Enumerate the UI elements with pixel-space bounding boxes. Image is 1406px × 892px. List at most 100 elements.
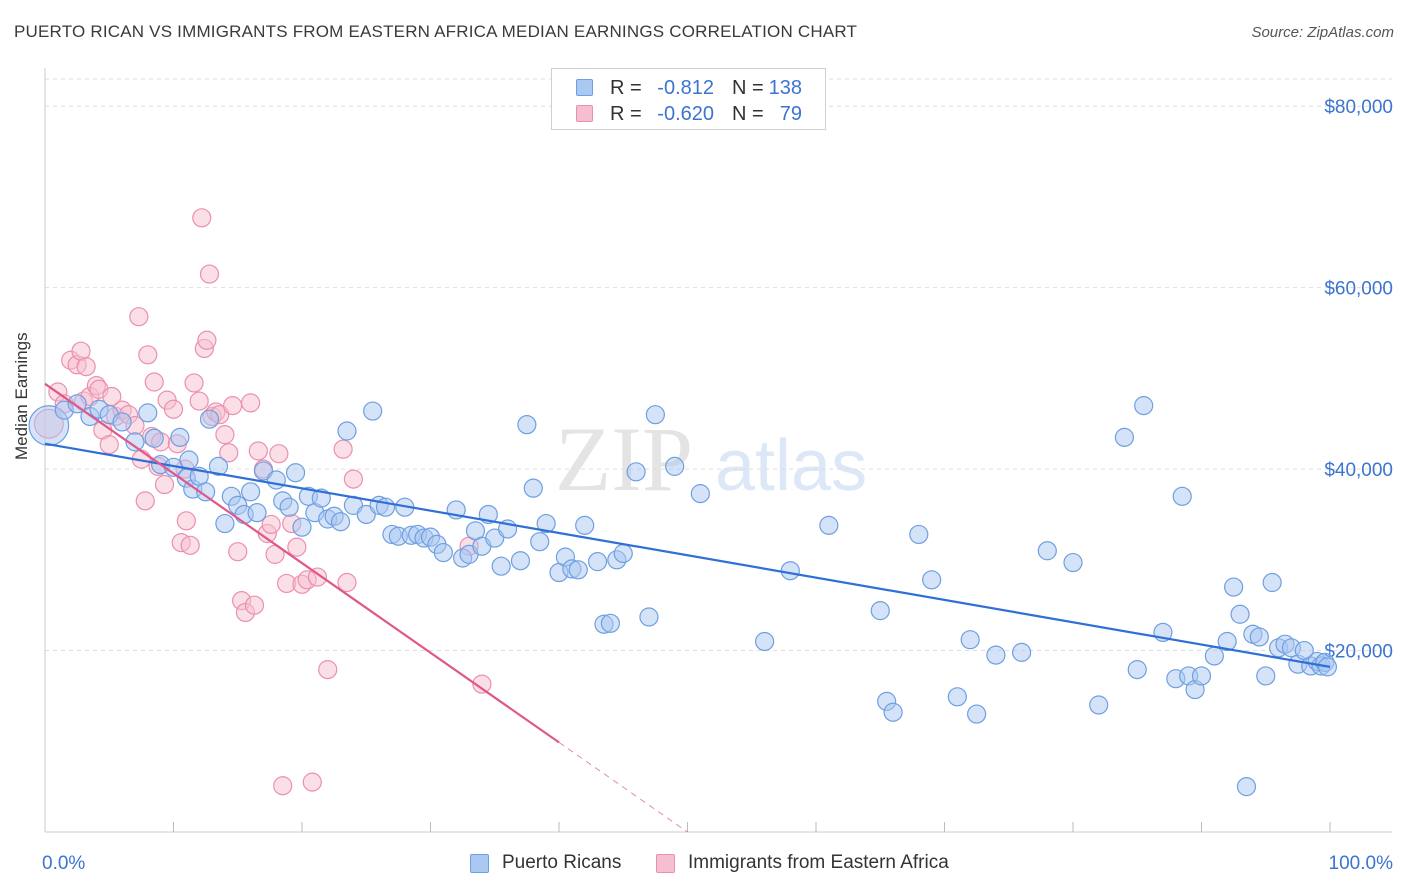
puerto-rican-point <box>285 463 306 483</box>
puerto-rican-point <box>626 462 646 482</box>
r-label: R = <box>610 103 642 125</box>
puerto-rican-point <box>510 551 531 571</box>
puerto-rican-point <box>530 532 550 552</box>
puerto-rican-point <box>247 503 267 523</box>
trend-lines <box>44 382 1331 833</box>
puerto-rican-point <box>1063 552 1083 573</box>
stats-row-puerto-ricans: R = -0.812 N = 138 <box>552 75 825 101</box>
r-value: -0.812 <box>657 77 714 99</box>
puerto-rican-point <box>1249 627 1269 647</box>
y-axis-label: Median Earnings <box>12 332 31 460</box>
eastern-africa-point <box>138 345 158 365</box>
puerto-rican-point <box>1089 695 1109 715</box>
stats-row-eastern-africa: R = -0.620 N = 79 <box>552 101 825 127</box>
puerto-rican-point <box>960 630 980 650</box>
puerto-rican-point <box>536 513 556 534</box>
puerto-rican-point <box>1256 666 1276 686</box>
puerto-rican-point <box>363 401 383 421</box>
eastern-africa-point <box>135 491 155 511</box>
eastern-africa-point <box>180 535 200 555</box>
puerto-rican-point <box>1262 572 1282 593</box>
eastern-africa-point <box>302 772 322 792</box>
puerto-rican-point <box>1011 642 1032 662</box>
puerto-rican-point <box>967 704 987 724</box>
puerto-rican-point <box>870 601 890 621</box>
n-label: N = <box>732 103 764 125</box>
eastern-africa-point <box>176 511 196 531</box>
puerto-rican-point <box>266 470 286 490</box>
trend-line-extension <box>558 741 688 833</box>
watermark: ZIP atlas <box>555 408 867 510</box>
eastern-africa-point <box>76 356 96 377</box>
puerto-rican-point <box>1217 631 1237 652</box>
eastern-africa-point <box>333 439 353 459</box>
watermark-atlas: atlas <box>715 426 867 506</box>
y-tick-label: $60,000 <box>1324 279 1393 300</box>
puerto-rican-point <box>665 456 685 476</box>
puerto-rican-point <box>1037 541 1057 561</box>
puerto-rican-point <box>311 488 331 508</box>
puerto-rican-point <box>883 702 903 722</box>
eastern-africa-point <box>129 307 149 327</box>
puerto-rican-point <box>639 607 659 627</box>
chart-title: PUERTO RICAN VS IMMIGRANTS FROM EASTERN … <box>14 22 858 41</box>
eastern-africa-point <box>192 208 212 228</box>
puerto-rican-point <box>1230 604 1250 624</box>
eastern-africa-point <box>163 399 184 419</box>
x-tick-label-max: 100.0% <box>1329 853 1394 874</box>
puerto-rican-point <box>523 478 543 498</box>
puerto-rican-point <box>517 415 537 435</box>
puerto-rican-point <box>1114 427 1135 447</box>
puerto-rican-point <box>986 645 1006 665</box>
eastern-africa-point <box>197 330 217 350</box>
puerto-rican-point <box>613 543 633 564</box>
y-tick-label: $80,000 <box>1324 97 1393 118</box>
series-immigrants-eastern-africa <box>33 208 492 796</box>
puerto-rican-point <box>587 552 608 572</box>
puerto-rican-point <box>568 560 588 580</box>
puerto-rican-point <box>819 515 839 535</box>
puerto-rican-point <box>199 409 220 429</box>
puerto-rican-point <box>1127 660 1147 680</box>
puerto-rican-point <box>909 524 929 545</box>
puerto-rican-point <box>208 456 229 476</box>
puerto-rican-point <box>112 412 132 432</box>
puerto-rican-point <box>138 403 158 423</box>
eastern-africa-point <box>472 674 492 694</box>
legend-swatch-pink <box>656 854 675 873</box>
puerto-rican-point <box>690 484 710 504</box>
eastern-africa-point <box>273 776 293 796</box>
puerto-rican-point <box>491 556 511 576</box>
puerto-rican-point <box>125 432 145 452</box>
puerto-rican-point <box>1134 396 1154 416</box>
puerto-rican-point <box>575 515 595 535</box>
n-value: 79 <box>779 103 802 125</box>
puerto-rican-point <box>645 405 665 425</box>
eastern-africa-point <box>307 567 328 587</box>
puerto-rican-point <box>1172 486 1192 506</box>
y-tick-label: $40,000 <box>1324 460 1393 481</box>
puerto-rican-point <box>922 570 942 590</box>
puerto-rican-point <box>292 517 312 537</box>
eastern-africa-point <box>184 373 204 393</box>
eastern-africa-point <box>223 396 243 416</box>
eastern-africa-point <box>248 441 268 461</box>
eastern-africa-point <box>337 572 357 593</box>
eastern-africa-point <box>99 435 119 455</box>
gridlines <box>45 78 1392 652</box>
puerto-rican-point <box>600 613 621 633</box>
eastern-africa-point <box>144 372 164 392</box>
legend-swatch-blue <box>576 79 593 96</box>
puerto-rican-point <box>170 427 190 447</box>
y-tick-label: $20,000 <box>1324 642 1393 663</box>
eastern-africa-point <box>318 660 338 680</box>
legend-label: Immigrants from Eastern Africa <box>688 852 949 873</box>
puerto-rican-point <box>179 450 199 470</box>
eastern-africa-point <box>189 391 209 411</box>
source-label: Source: ZipAtlas.com <box>1251 24 1394 41</box>
n-value: 138 <box>768 77 802 99</box>
puerto-rican-point <box>1204 646 1224 666</box>
eastern-africa-point <box>241 393 261 413</box>
puerto-rican-point <box>433 542 453 563</box>
